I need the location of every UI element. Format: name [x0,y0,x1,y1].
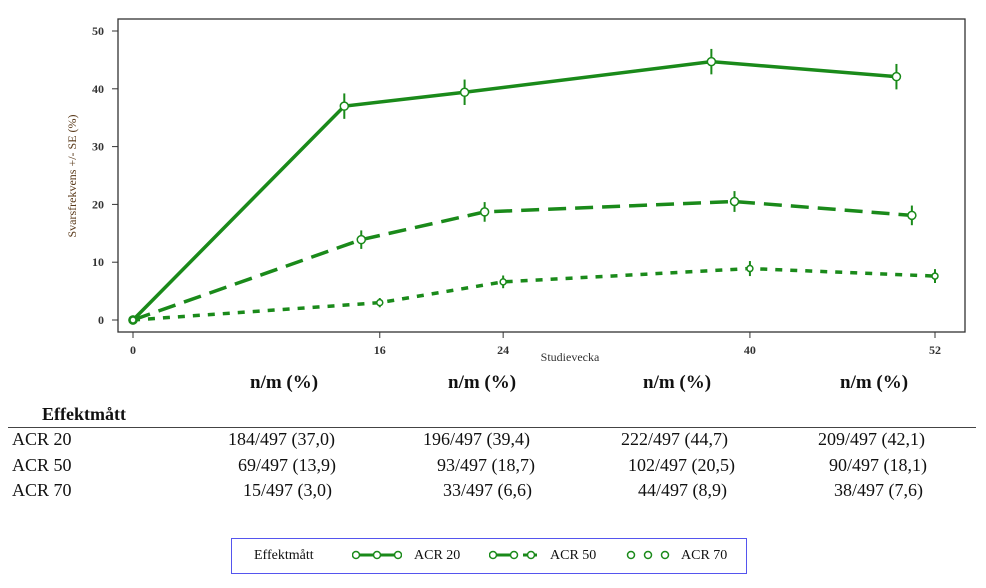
y-tick-label: 10 [92,255,104,269]
legend-swatch-acr20 [352,550,402,560]
data-point [907,210,917,221]
chart-legend: Effektmått ACR 20 ACR 50 ACR 70 [231,538,747,574]
legend-swatch-acr70 [626,550,670,560]
cell: 184/497 (37,0) [228,429,335,449]
x-tick-label: 0 [130,343,136,357]
x-axis-label: Studievecka [541,350,600,364]
cell: 93/497 (18,7) [437,455,535,475]
data-point [931,272,939,280]
cell: 69/497 (13,9) [238,455,336,475]
x-tick-label: 16 [374,343,386,357]
cell: 33/497 (6,6) [443,480,532,500]
legend-label-acr50: ACR 50 [550,548,597,563]
col-header: n/m (%) [250,372,319,393]
col-header: n/m (%) [840,372,909,393]
data-point [891,71,902,82]
series-line-acr50 [132,199,913,322]
table-row: ACR 70 15/497 (3,0) 33/497 (6,6) 44/497 … [0,480,986,504]
table-row: ACR 50 69/497 (13,9) 93/497 (18,7) 102/4… [0,455,986,479]
cell: 38/497 (7,6) [834,480,923,500]
table-row: ACR 20 184/497 (37,0) 196/497 (39,4) 222… [0,429,986,453]
x-tick-label: 52 [929,343,941,357]
data-point [729,196,740,207]
y-tick-label: 30 [92,140,104,154]
data-point [339,101,350,111]
legend-title: Effektmått [254,548,314,563]
row-label: ACR 70 [12,480,72,500]
data-point [129,316,137,324]
legend-label-acr70: ACR 70 [681,548,728,563]
cell: 102/497 (20,5) [628,455,735,475]
data-point [479,207,490,217]
cell: 209/497 (42,1) [818,429,925,449]
x-tick-label: 24 [497,343,509,357]
row-label: ACR 20 [12,429,72,449]
y-tick-label: 50 [92,24,104,38]
row-header: Effektmått [42,404,126,424]
y-axis-label: Svarsfrekvens +/- SE (%) [65,114,79,237]
legend-label-acr20: ACR 20 [414,548,461,563]
y-tick-label: 0 [98,313,104,327]
cell: 196/497 (39,4) [423,429,530,449]
table-divider [8,427,976,428]
cell: 44/497 (8,9) [638,480,727,500]
data-point [459,87,470,98]
line-chart: 0 10 20 30 40 50 0 16 24 40 52 Svarsfrekvens +/- S… [65,18,966,364]
col-header: n/m (%) [643,372,712,393]
legend-swatch-acr50 [489,550,537,560]
data-point [376,298,384,307]
data-point [499,278,507,286]
y-tick-label: 20 [92,197,104,211]
data-point [746,264,754,273]
data-point [706,56,717,67]
x-tick-label: 40 [744,343,756,357]
plot-frame [117,18,966,333]
series-line-acr70 [132,266,936,322]
cell: 222/497 (44,7) [621,429,728,449]
row-label: ACR 50 [12,455,72,475]
cell: 15/497 (3,0) [243,480,332,500]
y-tick-label: 40 [92,82,104,96]
data-point [356,234,367,245]
cell: 90/497 (18,1) [829,455,927,475]
col-header: n/m (%) [448,372,517,393]
